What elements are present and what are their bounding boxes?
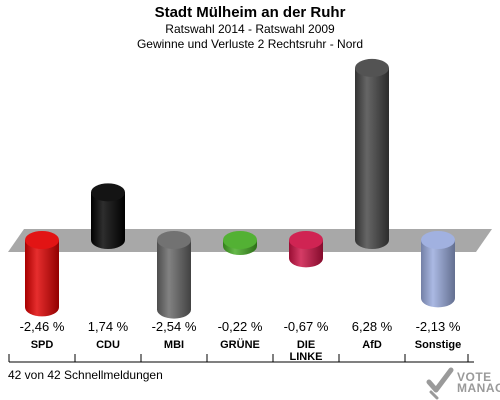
category-label: CDU bbox=[96, 339, 120, 351]
bar-body bbox=[157, 240, 191, 310]
chart-titles: Stadt Mülheim an der Ruhr Ratswahl 2014 … bbox=[0, 4, 500, 52]
value-label: -0,67 % bbox=[284, 319, 329, 334]
bar-cdu bbox=[91, 183, 125, 249]
value-label: 6,28 % bbox=[352, 319, 393, 334]
logo-line-2: MANAGER bbox=[457, 381, 500, 395]
bar-grüne bbox=[223, 231, 257, 256]
vote-manager-logo: VOTE MANAGER bbox=[425, 366, 500, 400]
category-label: GRÜNE bbox=[220, 338, 260, 351]
bar-top-cap bbox=[91, 183, 125, 202]
logo-line-1: VOTE bbox=[457, 370, 492, 384]
value-label: -2,13 % bbox=[416, 319, 461, 334]
bar-top-cap bbox=[421, 231, 455, 249]
bar-bottom-cap bbox=[289, 249, 323, 268]
bar-bottom-cap bbox=[355, 231, 389, 249]
bar-bottom-cap bbox=[421, 289, 455, 308]
bar-top-cap bbox=[289, 231, 323, 249]
bar-body bbox=[355, 67, 389, 240]
chart-subtitle: Ratswahl 2014 - Ratswahl 2009 bbox=[165, 22, 335, 36]
bar-sonstige bbox=[421, 231, 455, 308]
bar-die-linke bbox=[289, 231, 323, 268]
bar-afd bbox=[355, 58, 389, 249]
bar-bottom-cap bbox=[91, 231, 125, 249]
category-label: MBI bbox=[164, 339, 184, 351]
category-label: DIE bbox=[297, 339, 315, 351]
value-label: -0,22 % bbox=[218, 319, 263, 334]
category-label: LINKE bbox=[290, 351, 323, 363]
logo-text: VOTE MANAGER bbox=[457, 370, 500, 395]
bar-bottom-cap bbox=[157, 300, 191, 319]
status-footer: 42 von 42 Schnellmeldungen bbox=[8, 368, 163, 382]
bar-top-cap bbox=[157, 231, 191, 249]
bar-spd bbox=[25, 231, 59, 317]
value-label: -2,46 % bbox=[20, 319, 65, 334]
value-label: 1,74 % bbox=[88, 319, 129, 334]
bar-body bbox=[421, 240, 455, 299]
value-label: -2,54 % bbox=[152, 319, 197, 334]
chart-title: Stadt Mülheim an der Ruhr bbox=[154, 4, 346, 21]
category-label: SPD bbox=[31, 339, 54, 351]
bar-bottom-cap bbox=[25, 298, 59, 317]
bar-top-cap bbox=[355, 58, 389, 77]
bar-top-cap bbox=[223, 231, 257, 249]
category-label: AfD bbox=[362, 339, 382, 351]
checkmark-icon bbox=[426, 367, 454, 400]
chart-subtitle-2: Gewinne und Verluste 2 Rechtsruhr - Nord bbox=[136, 37, 364, 51]
bar-body bbox=[25, 240, 59, 308]
bar-top-cap bbox=[25, 231, 59, 249]
category-label: Sonstige bbox=[415, 339, 461, 351]
bar-mbi bbox=[157, 231, 191, 319]
